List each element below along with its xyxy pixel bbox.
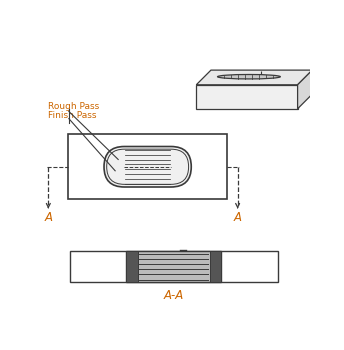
Text: A: A	[44, 211, 52, 224]
Text: A: A	[234, 211, 241, 224]
Ellipse shape	[217, 75, 280, 79]
Polygon shape	[298, 70, 312, 109]
Polygon shape	[196, 85, 298, 109]
Text: A-A: A-A	[163, 289, 184, 302]
Bar	[68, 134, 227, 200]
FancyBboxPatch shape	[104, 147, 191, 187]
Text: Rough Pass: Rough Pass	[48, 102, 99, 111]
Text: Finish Pass: Finish Pass	[48, 111, 97, 120]
Bar	[126, 251, 221, 282]
Polygon shape	[196, 70, 312, 85]
Bar	[69, 251, 278, 282]
Bar	[209, 251, 221, 282]
Bar	[126, 251, 138, 282]
